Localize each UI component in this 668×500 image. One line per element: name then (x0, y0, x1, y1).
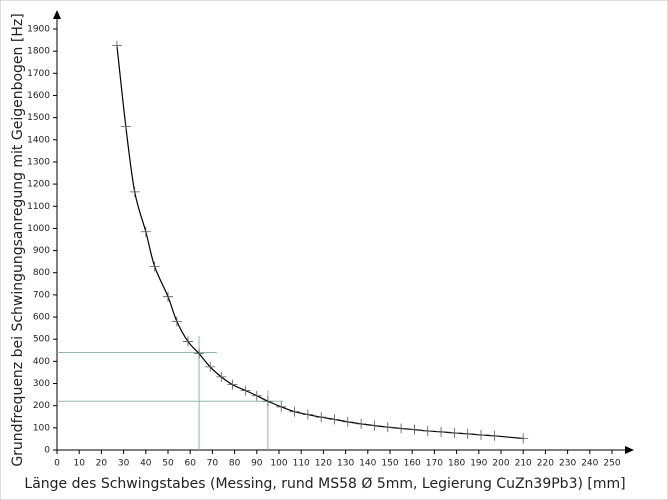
x-tick-label: 250 (603, 459, 620, 469)
x-tick-label: 220 (537, 459, 554, 469)
y-axis-label: Grundfrequenz bei Schwingungsanregung mi… (10, 13, 26, 466)
data-point (276, 401, 287, 412)
x-tick-label: 80 (229, 459, 241, 469)
y-arrow (53, 10, 61, 19)
data-point (422, 425, 433, 436)
data-point (111, 40, 122, 51)
data-point (518, 433, 529, 444)
y-tick-label: 1000 (27, 224, 50, 234)
y-tick-label: 300 (33, 379, 50, 389)
y-tick-label: 800 (33, 268, 50, 278)
data-point (342, 416, 353, 427)
data-point (316, 412, 327, 423)
x-tick-label: 210 (515, 459, 532, 469)
x-tick-label: 0 (54, 459, 60, 469)
data-point (489, 430, 500, 441)
data-point (462, 428, 473, 439)
y-tick-label: 700 (33, 290, 50, 300)
y-tick-label: 0 (44, 446, 50, 456)
x-tick-label: 50 (162, 459, 174, 469)
data-point (476, 429, 487, 440)
y-tick-label: 1500 (27, 113, 50, 123)
x-tick-label: 10 (73, 459, 85, 469)
x-tick-label: 200 (492, 459, 509, 469)
y-tick-label: 900 (33, 246, 50, 256)
data-point (227, 379, 238, 390)
x-tick-label: 70 (207, 459, 219, 469)
data-point (120, 121, 131, 132)
y-tick-label: 1400 (27, 135, 50, 145)
x-tick-label: 60 (184, 459, 196, 469)
y-tick-label: 1700 (27, 69, 50, 79)
x-tick-label: 240 (581, 459, 598, 469)
data-point (436, 426, 447, 437)
x-tick-label: 40 (140, 459, 152, 469)
x-tick-label: 140 (359, 459, 376, 469)
data-point (329, 414, 340, 425)
data-point (449, 427, 460, 438)
x-tick-label: 170 (426, 459, 443, 469)
y-tick-label: 1100 (27, 202, 50, 212)
y-tick-label: 1600 (27, 91, 50, 101)
x-tick-label: 160 (404, 459, 421, 469)
y-tick-label: 400 (33, 357, 50, 367)
y-tick-label: 600 (33, 313, 50, 323)
y-tick-label: 200 (33, 401, 50, 411)
data-point (140, 226, 151, 237)
data-point (205, 361, 216, 372)
data-point (396, 423, 407, 434)
x-tick-label: 230 (559, 459, 576, 469)
data-point (356, 418, 367, 429)
y-tick-label: 1800 (27, 47, 50, 57)
data-point (251, 390, 262, 401)
x-axis-label: Länge des Schwingstabes (Messing, rund M… (24, 476, 625, 492)
data-point (302, 409, 313, 420)
y-tick-label: 1200 (27, 180, 50, 190)
data-point (163, 291, 173, 302)
x-tick-label: 190 (470, 459, 487, 469)
y-tick-label: 1300 (27, 157, 50, 167)
data-point (129, 186, 140, 197)
data-point (149, 261, 160, 272)
x-tick-label: 110 (293, 459, 310, 469)
data-point (289, 406, 300, 417)
data-point (409, 424, 420, 435)
data-point (171, 316, 182, 327)
x-tick-label: 130 (337, 459, 354, 469)
y-tick-label: 100 (33, 423, 50, 433)
x-tick-label: 30 (118, 459, 130, 469)
x-tick-label: 90 (251, 459, 263, 469)
data-point (194, 348, 205, 359)
data-point (262, 396, 273, 407)
data-point (182, 336, 193, 347)
data-point (382, 422, 393, 433)
x-tick-label: 20 (96, 459, 108, 469)
y-tick-label: 500 (33, 335, 50, 345)
data-point (369, 420, 380, 431)
x-tick-label: 150 (381, 459, 398, 469)
x-tick-label: 180 (448, 459, 465, 469)
data-point (240, 385, 251, 396)
x-tick-label: 100 (270, 459, 287, 469)
x-arrow (625, 446, 634, 454)
data-point (216, 371, 227, 382)
x-tick-label: 120 (315, 459, 332, 469)
y-tick-label: 1900 (27, 25, 50, 35)
